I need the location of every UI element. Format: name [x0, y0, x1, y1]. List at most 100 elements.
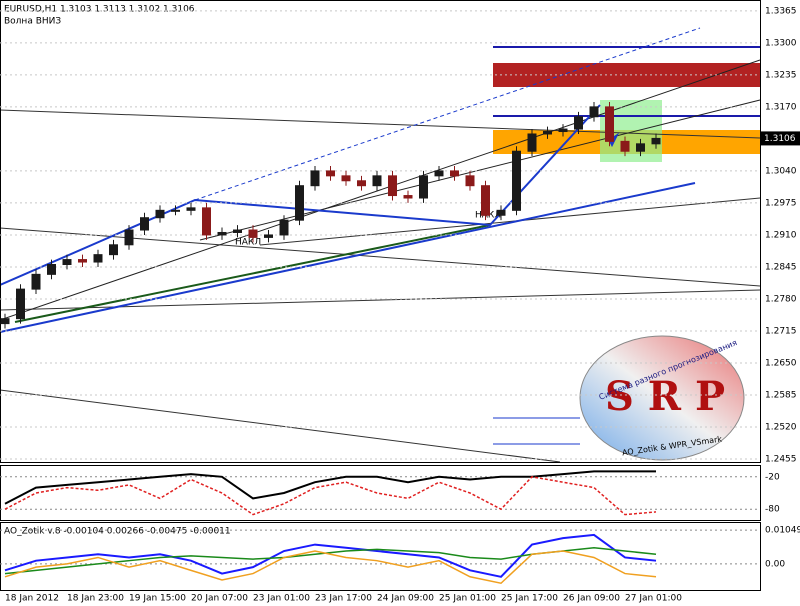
candle-body	[357, 180, 366, 187]
x-tick-label: 19 Jan 15:00	[129, 594, 186, 604]
wave-line	[0, 104, 601, 286]
y-tick-label: 1.2845	[765, 262, 797, 272]
price-label-bg	[761, 131, 800, 146]
candle-body	[403, 195, 413, 199]
candle-body	[450, 170, 459, 177]
candle-body	[310, 170, 320, 187]
logo-letters: S R P	[605, 373, 725, 420]
support-line	[0, 182, 696, 333]
y-tick-label: 1.2650	[765, 359, 797, 369]
x-tick-label: 25 Jan 01:00	[439, 594, 496, 604]
indicator-line	[4, 533, 657, 578]
candle-body	[186, 207, 196, 211]
candle-body	[295, 185, 304, 221]
candle-body	[279, 219, 289, 236]
x-tick-label: 18 Jan 2012	[5, 594, 59, 604]
candle-body	[124, 229, 134, 246]
chart-subtitle: Волна ВНИЗ	[4, 17, 61, 27]
candle-body	[31, 273, 41, 290]
trend-line	[259, 197, 761, 246]
logo-ellipse	[579, 335, 745, 461]
candle-body	[527, 133, 537, 152]
candle-body	[388, 175, 397, 197]
y-tick-label: 1.2910	[765, 230, 797, 240]
annotation: НАКЛ	[235, 238, 261, 248]
x-tick-label: 24 Jan 09:00	[377, 594, 434, 604]
y-tick-label: 1.2975	[765, 198, 797, 208]
trend-line	[0, 389, 561, 463]
candle-body	[171, 209, 180, 212]
candle-body	[558, 128, 568, 133]
fan-line	[14, 224, 491, 323]
candle-body	[202, 207, 211, 236]
y-tick-label: 1.2455	[765, 455, 797, 465]
channel-dashed	[194, 27, 701, 201]
candle-body	[620, 140, 630, 152]
candle-body	[372, 175, 382, 187]
x-tick-label: 26 Jan 09:00	[563, 594, 620, 604]
candle-body	[465, 175, 475, 187]
ao-frame	[0, 522, 761, 591]
indicator-title: AO_Zotik v.8 -0.00104 0.00266 -0.00475 -…	[4, 527, 231, 537]
y-tick-label: -20	[765, 472, 780, 482]
candle-body	[62, 259, 72, 265]
trend-line	[0, 289, 761, 311]
x-tick-label: 23 Jan 17:00	[315, 594, 372, 604]
y-tick-label: 1.2715	[765, 326, 797, 336]
candle-body	[434, 170, 444, 177]
candle-body	[481, 185, 490, 216]
candle-body	[341, 175, 351, 182]
x-tick-label: 18 Jan 23:00	[67, 594, 124, 604]
candle-body	[16, 288, 25, 320]
candle-body	[155, 209, 165, 219]
candle-body	[605, 106, 614, 142]
candle-body	[0, 318, 10, 325]
channel-line	[0, 59, 761, 321]
y-tick-label: 1.3040	[765, 166, 797, 176]
candle-body	[651, 137, 661, 145]
trend-line	[0, 109, 761, 139]
x-tick-label: 20 Jan 07:00	[191, 594, 248, 604]
candle-body	[496, 209, 506, 216]
candle-body	[217, 231, 227, 236]
candle-body	[78, 259, 87, 263]
main-frame	[0, 0, 761, 463]
y-tick-label: -80	[765, 505, 780, 515]
y-tick-label: 1.2780	[765, 294, 797, 304]
candle-body	[574, 116, 583, 130]
y-tick-label: 0.01049	[765, 526, 800, 536]
current-price-label: 1.3106	[764, 134, 796, 144]
candle-body	[109, 244, 118, 256]
candle-body	[543, 131, 552, 135]
channel-line	[199, 99, 761, 241]
candle-body	[140, 217, 149, 231]
x-tick-label: 27 Jan 01:00	[625, 594, 682, 604]
y-tick-label: 1.2520	[765, 423, 797, 433]
candle-body	[264, 234, 273, 238]
x-tick-label: 23 Jan 01:00	[253, 594, 310, 604]
candle-body	[419, 175, 428, 199]
candle-body	[512, 150, 521, 211]
y-tick-label: 1.3300	[765, 38, 797, 48]
x-tick-label: 25 Jan 17:00	[501, 594, 558, 604]
indicator-line	[4, 475, 657, 516]
candle-body	[93, 254, 103, 263]
wpr-frame	[0, 465, 761, 521]
y-tick-label: 1.2585	[765, 391, 797, 401]
candle-body	[636, 143, 645, 152]
y-tick-label: 1.3170	[765, 102, 797, 112]
indicator-line	[4, 470, 656, 505]
candle-body	[47, 263, 56, 275]
candle-body	[248, 229, 258, 238]
logo: S R P Система разного прогнозирования AO…	[579, 335, 745, 461]
indicator-line	[4, 550, 657, 585]
candle-body	[233, 229, 242, 233]
candle-body	[326, 170, 335, 177]
chart-title: EURUSD,H1 1.3103 1.3113 1.3102 1.3106	[4, 5, 195, 15]
y-tick-label: 1.3235	[765, 70, 797, 80]
candle-body	[589, 106, 599, 118]
y-tick-label: 1.3365	[765, 6, 797, 16]
y-tick-label: 0.00	[765, 559, 785, 569]
